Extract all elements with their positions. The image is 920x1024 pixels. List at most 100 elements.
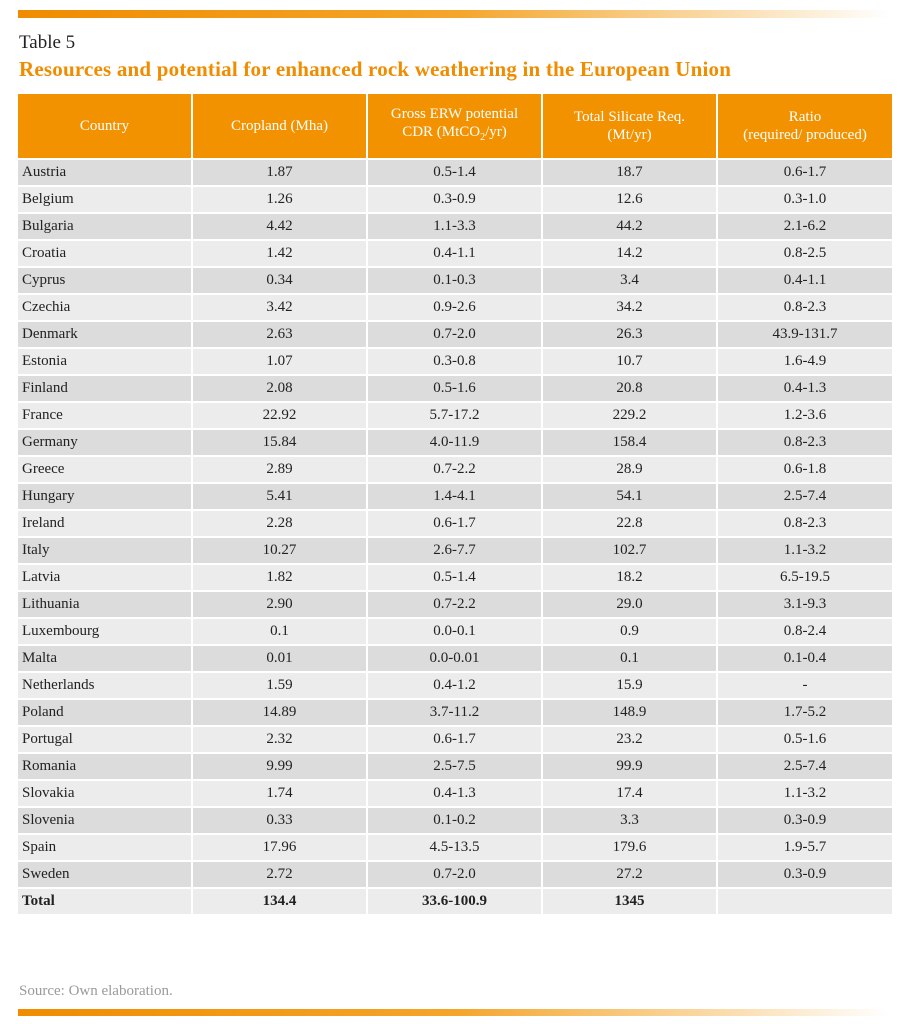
cell-cdr: 0.7-2.0 [368, 862, 541, 887]
cell-ratio: 0.8-2.5 [718, 241, 892, 266]
cell-cropland: 2.63 [193, 322, 366, 347]
top-accent-bar [18, 10, 890, 18]
cell-cropland: 22.92 [193, 403, 366, 428]
cell-silicate: 26.3 [543, 322, 716, 347]
cell-cdr: 0.1-0.2 [368, 808, 541, 833]
cell-country: France [18, 403, 191, 428]
cell-country: Luxembourg [18, 619, 191, 644]
cell-silicate: 28.9 [543, 457, 716, 482]
cell-silicate: 148.9 [543, 700, 716, 725]
cell-cropland: 2.32 [193, 727, 366, 752]
cell-cdr: 0.7-2.2 [368, 592, 541, 617]
cell-country: Hungary [18, 484, 191, 509]
cell-cdr: 4.0-11.9 [368, 430, 541, 455]
table-row: Latvia 1.82 0.5-1.4 18.2 6.5-19.5 [18, 565, 892, 590]
cell-ratio: 0.8-2.4 [718, 619, 892, 644]
cell-cropland: 10.27 [193, 538, 366, 563]
cell-country: Cyprus [18, 268, 191, 293]
table-header-row: Country Cropland (Mha) Gross ERW potenti… [18, 94, 892, 158]
cell-silicate: 14.2 [543, 241, 716, 266]
cell-cropland: 1.87 [193, 160, 366, 185]
cell-ratio: 1.9-5.7 [718, 835, 892, 860]
cell-silicate: 10.7 [543, 349, 716, 374]
cell-ratio: 2.1-6.2 [718, 214, 892, 239]
cell-silicate: 99.9 [543, 754, 716, 779]
cell-ratio: 0.6-1.7 [718, 160, 892, 185]
data-table: Country Cropland (Mha) Gross ERW potenti… [16, 92, 894, 916]
header-gross-line2-post: /yr) [485, 124, 507, 140]
table-row: Spain 17.96 4.5-13.5 179.6 1.9-5.7 [18, 835, 892, 860]
cell-country: Lithuania [18, 592, 191, 617]
cell-cdr: 0.5-1.6 [368, 376, 541, 401]
cell-cropland: 0.33 [193, 808, 366, 833]
cell-cdr: 0.4-1.2 [368, 673, 541, 698]
table-row: Finland 2.08 0.5-1.6 20.8 0.4-1.3 [18, 376, 892, 401]
cell-ratio: 1.7-5.2 [718, 700, 892, 725]
total-cell-country: Total [18, 889, 191, 914]
cell-ratio: 0.3-0.9 [718, 862, 892, 887]
table-row: Italy 10.27 2.6-7.7 102.7 1.1-3.2 [18, 538, 892, 563]
cell-ratio: 6.5-19.5 [718, 565, 892, 590]
table-row: Estonia 1.07 0.3-0.8 10.7 1.6-4.9 [18, 349, 892, 374]
header-gross-cdr: Gross ERW potential CDR (MtCO2/yr) [368, 94, 541, 158]
cell-cdr: 0.5-1.4 [368, 160, 541, 185]
cell-country: Poland [18, 700, 191, 725]
cell-cdr: 0.5-1.4 [368, 565, 541, 590]
cell-country: Slovenia [18, 808, 191, 833]
cell-ratio: 1.6-4.9 [718, 349, 892, 374]
cell-cropland: 0.01 [193, 646, 366, 671]
cell-country: Belgium [18, 187, 191, 212]
table-row: France 22.92 5.7-17.2 229.2 1.2-3.6 [18, 403, 892, 428]
cell-silicate: 3.4 [543, 268, 716, 293]
table-row: Cyprus 0.34 0.1-0.3 3.4 0.4-1.1 [18, 268, 892, 293]
cell-cropland: 1.59 [193, 673, 366, 698]
cell-country: Finland [18, 376, 191, 401]
cell-cropland: 2.90 [193, 592, 366, 617]
table-row: Czechia 3.42 0.9-2.6 34.2 0.8-2.3 [18, 295, 892, 320]
cell-ratio: 0.8-2.3 [718, 511, 892, 536]
cell-ratio: 1.1-3.2 [718, 538, 892, 563]
cell-silicate: 102.7 [543, 538, 716, 563]
cell-country: Netherlands [18, 673, 191, 698]
cell-cdr: 0.9-2.6 [368, 295, 541, 320]
table-title: Resources and potential for enhanced roc… [19, 57, 732, 81]
header-country: Country [18, 94, 191, 158]
table-row: Ireland 2.28 0.6-1.7 22.8 0.8-2.3 [18, 511, 892, 536]
table-body: Austria 1.87 0.5-1.4 18.7 0.6-1.7 Belgium 1.26… [18, 160, 892, 914]
cell-country: Malta [18, 646, 191, 671]
cell-ratio: 0.3-0.9 [718, 808, 892, 833]
cell-cropland: 2.08 [193, 376, 366, 401]
cell-ratio: 1.1-3.2 [718, 781, 892, 806]
cell-country: Bulgaria [18, 214, 191, 239]
cell-silicate: 23.2 [543, 727, 716, 752]
cell-silicate: 179.6 [543, 835, 716, 860]
table-row: Malta 0.01 0.0-0.01 0.1 0.1-0.4 [18, 646, 892, 671]
cell-cdr: 0.4-1.3 [368, 781, 541, 806]
cell-silicate: 44.2 [543, 214, 716, 239]
table-row: Romania 9.99 2.5-7.5 99.9 2.5-7.4 [18, 754, 892, 779]
cell-country: Portugal [18, 727, 191, 752]
cell-country: Estonia [18, 349, 191, 374]
cell-country: Austria [18, 160, 191, 185]
cell-ratio: 1.2-3.6 [718, 403, 892, 428]
cell-cropland: 15.84 [193, 430, 366, 455]
cell-cropland: 2.72 [193, 862, 366, 887]
cell-cropland: 1.07 [193, 349, 366, 374]
cell-cropland: 3.42 [193, 295, 366, 320]
header-gross-line1: Gross ERW potential [390, 106, 519, 122]
total-cell-ratio [718, 889, 892, 914]
table-row: Slovenia 0.33 0.1-0.2 3.3 0.3-0.9 [18, 808, 892, 833]
cell-cdr: 0.3-0.9 [368, 187, 541, 212]
cell-silicate: 3.3 [543, 808, 716, 833]
table-row: Hungary 5.41 1.4-4.1 54.1 2.5-7.4 [18, 484, 892, 509]
total-cell-silicate: 1345 [543, 889, 716, 914]
cell-cropland: 5.41 [193, 484, 366, 509]
table-label: Table 5 [19, 32, 76, 53]
table-row: Slovakia 1.74 0.4-1.3 17.4 1.1-3.2 [18, 781, 892, 806]
cell-cdr: 0.0-0.1 [368, 619, 541, 644]
header-ratio-line1: Ratio [788, 109, 822, 125]
cell-cdr: 2.6-7.7 [368, 538, 541, 563]
cell-silicate: 54.1 [543, 484, 716, 509]
cell-country: Spain [18, 835, 191, 860]
cell-silicate: 158.4 [543, 430, 716, 455]
